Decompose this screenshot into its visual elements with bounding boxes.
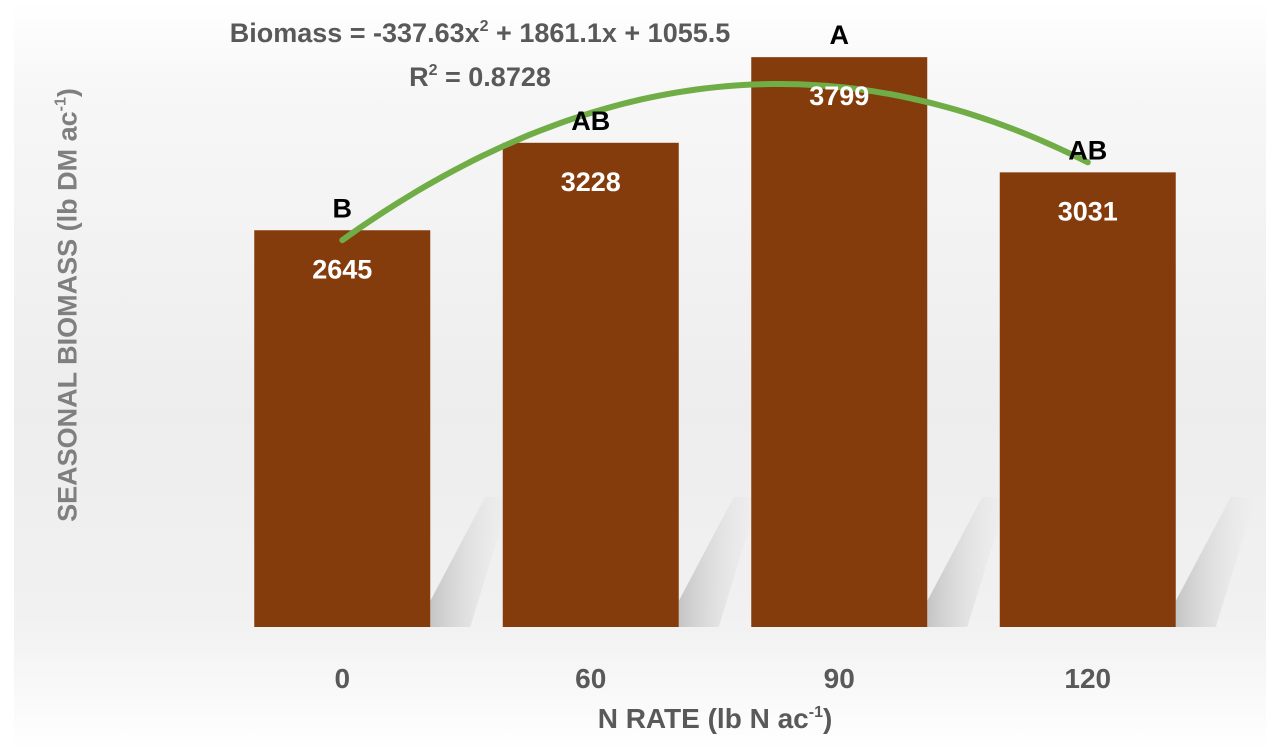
bar-shadow bbox=[678, 497, 759, 627]
bar-labels: 2645 B 3228 AB 3799 A 3031 AB bbox=[312, 20, 1118, 284]
bar bbox=[999, 172, 1176, 627]
bar-shadow bbox=[1175, 497, 1256, 627]
significance-letter: AB bbox=[571, 106, 610, 136]
x-tick-label: 120 bbox=[1064, 663, 1111, 694]
data-label: 3228 bbox=[561, 167, 621, 197]
x-tick-label: 0 bbox=[334, 663, 350, 694]
significance-letter: B bbox=[333, 193, 353, 223]
trendline bbox=[339, 81, 1091, 244]
significance-letter: A bbox=[830, 20, 850, 50]
x-tick-label: 90 bbox=[824, 663, 855, 694]
y-axis-title: SEASONAL BIOMASS (lb DM ac-1) bbox=[52, 88, 83, 522]
trendline-equation: Biomass = -337.63x2 + 1861.1x + 1055.5 bbox=[229, 18, 731, 48]
bars bbox=[254, 57, 1176, 628]
significance-letter: AB bbox=[1068, 135, 1107, 165]
bar-shadows bbox=[430, 497, 1256, 627]
bar-shadow bbox=[927, 497, 1008, 627]
bar bbox=[254, 230, 431, 627]
data-label: 3799 bbox=[809, 81, 869, 111]
x-axis-title: N RATE (lb N ac-1) bbox=[597, 703, 833, 734]
x-tick-labels: 0 60 90 120 bbox=[334, 663, 1111, 694]
r-squared-label: R2 = 0.8728 bbox=[409, 62, 551, 92]
bar-shadow bbox=[430, 497, 511, 627]
bar bbox=[751, 57, 928, 627]
data-label: 3031 bbox=[1058, 196, 1118, 226]
bar bbox=[502, 142, 679, 628]
x-tick-label: 60 bbox=[575, 663, 606, 694]
data-label: 2645 bbox=[312, 254, 372, 284]
